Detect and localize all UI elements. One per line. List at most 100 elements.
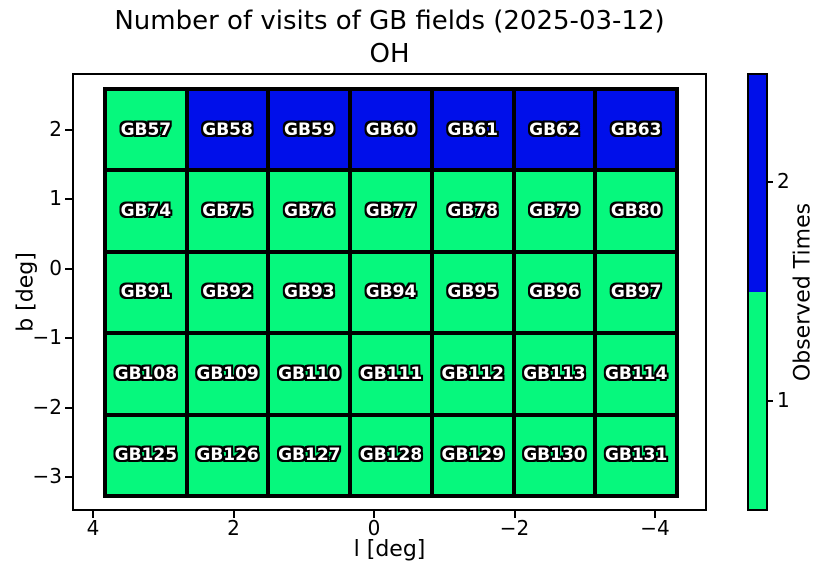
field-label: GB61: [447, 119, 498, 140]
field-label: GB131: [604, 445, 668, 466]
colorbar-segment-1: [749, 292, 766, 509]
field-label: GB94: [365, 282, 417, 303]
chart-title: Number of visits of GB fields (2025-03-1…: [72, 5, 707, 71]
chart-title-line2: OH: [369, 39, 410, 69]
y-tick-mark: [65, 476, 72, 478]
field-cell-GB59: GB59: [268, 89, 351, 171]
field-cell-GB75: GB75: [186, 170, 269, 252]
y-tick-label: 1: [49, 186, 62, 211]
field-label: GB75: [202, 201, 253, 222]
y-tick-mark: [65, 337, 72, 340]
field-cell-GB127: GB127: [268, 414, 351, 496]
field-cell-GB112: GB112: [431, 333, 514, 415]
field-cell-GB62: GB62: [513, 89, 596, 171]
field-label: GB77: [365, 201, 417, 222]
plot-area: GB57 GB58 GB59 GB60 GB61 GB62 GB63 GB74 GB75 GB76…: [72, 73, 707, 511]
field-cell-GB108: GB108: [105, 333, 187, 415]
field-label: GB110: [278, 363, 341, 384]
field-label: GB109: [196, 363, 259, 384]
x-tick-label: −4: [640, 516, 670, 540]
field-cell-GB57: GB57: [105, 89, 187, 171]
field-label: GB60: [365, 119, 417, 140]
field-cell-GB91: GB91: [105, 251, 187, 334]
field-label: GB125: [114, 445, 178, 466]
field-label: GB95: [447, 282, 498, 303]
field-cell-GB77: GB77: [350, 170, 432, 252]
y-tick-label: −2: [32, 394, 62, 419]
field-label: GB79: [529, 201, 580, 222]
field-grid: GB57 GB58 GB59 GB60 GB61 GB62 GB63 GB74 GB75 GB76…: [103, 87, 679, 498]
field-cell-GB78: GB78: [431, 170, 514, 252]
field-cell-GB92: GB92: [186, 251, 269, 334]
colorbar: [747, 73, 768, 511]
field-label: GB62: [529, 119, 580, 140]
field-cell-GB131: GB131: [595, 414, 677, 496]
y-axis-label: b [deg]: [13, 252, 39, 332]
x-axis-label: l [deg]: [353, 537, 426, 562]
field-label: GB92: [202, 282, 253, 303]
field-label: GB78: [447, 201, 498, 222]
field-label: GB127: [278, 445, 341, 466]
field-cell-GB80: GB80: [595, 170, 677, 252]
colorbar-tick-mark: [768, 400, 773, 402]
colorbar-tick-label: 1: [777, 388, 790, 412]
field-label: GB96: [529, 282, 580, 303]
y-tick-label: −1: [32, 325, 62, 350]
field-cell-GB93: GB93: [268, 251, 351, 334]
field-cell-GB111: GB111: [350, 333, 432, 415]
field-cell-GB97: GB97: [595, 251, 677, 334]
field-label: GB130: [523, 445, 586, 466]
y-tick-label: 2: [49, 117, 62, 141]
field-cell-GB79: GB79: [513, 170, 596, 252]
field-label: GB108: [114, 363, 178, 384]
x-tick-mark: [92, 511, 94, 518]
field-cell-GB58: GB58: [186, 89, 269, 171]
field-label: GB59: [283, 119, 335, 140]
y-tick-mark: [65, 129, 72, 131]
y-tick-mark: [65, 267, 72, 270]
field-label: GB129: [441, 445, 504, 466]
field-label: GB97: [610, 282, 662, 303]
field-label: GB80: [610, 201, 662, 222]
colorbar-tick-mark: [768, 181, 773, 183]
field-cell-GB129: GB129: [431, 414, 514, 496]
field-label: GB112: [441, 363, 504, 384]
field-cell-GB130: GB130: [513, 414, 596, 496]
field-cell-GB96: GB96: [513, 251, 596, 334]
colorbar-tick-label: 2: [777, 169, 790, 193]
field-cell-GB74: GB74: [105, 170, 187, 252]
x-tick-label: 2: [227, 516, 240, 540]
y-tick-mark: [65, 406, 72, 409]
field-cell-GB94: GB94: [350, 251, 432, 334]
field-cell-GB109: GB109: [186, 333, 269, 415]
field-label: GB114: [604, 363, 668, 384]
colorbar-segment-2: [749, 75, 766, 292]
field-label: GB58: [202, 119, 253, 140]
field-label: GB63: [610, 119, 662, 140]
field-cell-GB114: GB114: [595, 333, 677, 415]
field-label: GB93: [283, 282, 335, 303]
field-cell-GB126: GB126: [186, 414, 269, 496]
field-cell-GB95: GB95: [431, 251, 514, 334]
x-tick-label: −2: [499, 516, 530, 540]
y-tick-label: 0: [49, 255, 62, 280]
y-tick-mark: [65, 198, 72, 201]
field-label: GB76: [283, 201, 335, 222]
field-cell-GB128: GB128: [350, 414, 432, 496]
field-label: GB74: [120, 201, 172, 222]
field-label: GB57: [120, 119, 172, 140]
field-cell-GB63: GB63: [595, 89, 677, 171]
x-tick-label: 4: [86, 516, 100, 540]
x-tick-label: 0: [367, 516, 381, 540]
x-tick-mark: [513, 511, 516, 518]
field-cell-GB113: GB113: [513, 333, 596, 415]
x-tick-mark: [232, 511, 235, 518]
chart-title-line1: Number of visits of GB fields (2025-03-1…: [114, 6, 665, 36]
x-tick-mark: [654, 511, 656, 518]
x-tick-mark: [373, 511, 375, 518]
field-label: GB128: [359, 445, 423, 466]
field-cell-GB125: GB125: [105, 414, 187, 496]
field-label: GB126: [196, 445, 259, 466]
field-label: GB111: [359, 363, 423, 384]
